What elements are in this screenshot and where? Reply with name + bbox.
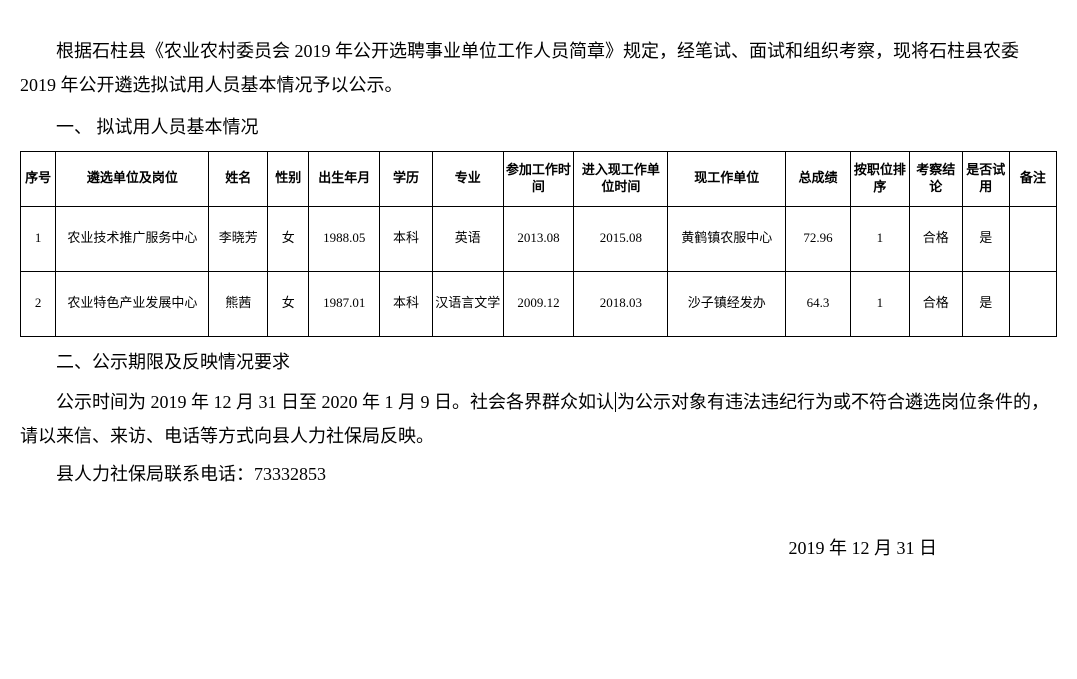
table-header-cell: 专业 xyxy=(433,151,504,206)
table-header-row: 序号遴选单位及岗位姓名性别出生年月学历专业参加工作时间进入现工作单位时间现工作单… xyxy=(21,151,1057,206)
table-cell: 1 xyxy=(850,206,909,271)
table-cell: 农业技术推广服务中心 xyxy=(56,206,209,271)
date-line: 2019 年 12 月 31 日 xyxy=(20,531,1057,565)
table-cell: 1988.05 xyxy=(309,206,380,271)
table-header-cell: 学历 xyxy=(380,151,433,206)
table-header-cell: 总成绩 xyxy=(786,151,851,206)
section1-title: 一、 拟试用人员基本情况 xyxy=(20,110,1057,144)
phone-line: 县人力社保局联系电话：73332853 xyxy=(20,457,1057,491)
table-cell: 64.3 xyxy=(786,271,851,336)
table-header-cell: 姓名 xyxy=(209,151,268,206)
table-header-cell: 序号 xyxy=(21,151,56,206)
table-cell: 黄鹤镇农服中心 xyxy=(668,206,786,271)
table-header-cell: 性别 xyxy=(268,151,309,206)
section2-title: 二、公示期限及反映情况要求 xyxy=(20,345,1057,379)
table-header-cell: 参加工作时间 xyxy=(503,151,574,206)
table-header-cell: 现工作单位 xyxy=(668,151,786,206)
p1-part-a: 公示时间为 2019 年 12 月 31 日至 2020 年 1 月 9 日。社… xyxy=(56,392,614,412)
table-row: 1农业技术推广服务中心李晓芳女1988.05本科英语2013.082015.08… xyxy=(21,206,1057,271)
table-cell: 熊茜 xyxy=(209,271,268,336)
table-cell: 合格 xyxy=(909,271,962,336)
section2-paragraph-1: 公示时间为 2019 年 12 月 31 日至 2020 年 1 月 9 日。社… xyxy=(20,385,1057,453)
table-cell: 英语 xyxy=(433,206,504,271)
table-header-cell: 进入现工作单位时间 xyxy=(574,151,668,206)
table-header-cell: 出生年月 xyxy=(309,151,380,206)
table-cell: 2009.12 xyxy=(503,271,574,336)
table-cell: 汉语言文学 xyxy=(433,271,504,336)
table-cell: 是 xyxy=(962,206,1009,271)
table-cell: 农业特色产业发展中心 xyxy=(56,271,209,336)
table-header-cell: 是否试用 xyxy=(962,151,1009,206)
table-cell: 女 xyxy=(268,206,309,271)
table-cell: 本科 xyxy=(380,271,433,336)
table-cell: 2015.08 xyxy=(574,206,668,271)
table-header-cell: 按职位排序 xyxy=(850,151,909,206)
table-row: 2农业特色产业发展中心熊茜女1987.01本科汉语言文学2009.122018.… xyxy=(21,271,1057,336)
table-cell: 是 xyxy=(962,271,1009,336)
table-header-cell: 备注 xyxy=(1009,151,1056,206)
text-cursor xyxy=(615,392,616,412)
table-cell: 沙子镇经发办 xyxy=(668,271,786,336)
table-cell: 1 xyxy=(850,271,909,336)
table-cell: 2013.08 xyxy=(503,206,574,271)
table-header-cell: 遴选单位及岗位 xyxy=(56,151,209,206)
table-cell: 1987.01 xyxy=(309,271,380,336)
table-cell: 2018.03 xyxy=(574,271,668,336)
table-cell: 本科 xyxy=(380,206,433,271)
table-body: 1农业技术推广服务中心李晓芳女1988.05本科英语2013.082015.08… xyxy=(21,206,1057,336)
table-cell: 女 xyxy=(268,271,309,336)
table-header-cell: 考察结论 xyxy=(909,151,962,206)
table-cell xyxy=(1009,206,1056,271)
intro-paragraph: 根据石柱县《农业农村委员会 2019 年公开选聘事业单位工作人员简章》规定，经笔… xyxy=(20,34,1057,102)
table-cell xyxy=(1009,271,1056,336)
table-cell: 李晓芳 xyxy=(209,206,268,271)
table-cell: 72.96 xyxy=(786,206,851,271)
table-cell: 2 xyxy=(21,271,56,336)
table-cell: 1 xyxy=(21,206,56,271)
personnel-table: 序号遴选单位及岗位姓名性别出生年月学历专业参加工作时间进入现工作单位时间现工作单… xyxy=(20,151,1057,337)
table-cell: 合格 xyxy=(909,206,962,271)
